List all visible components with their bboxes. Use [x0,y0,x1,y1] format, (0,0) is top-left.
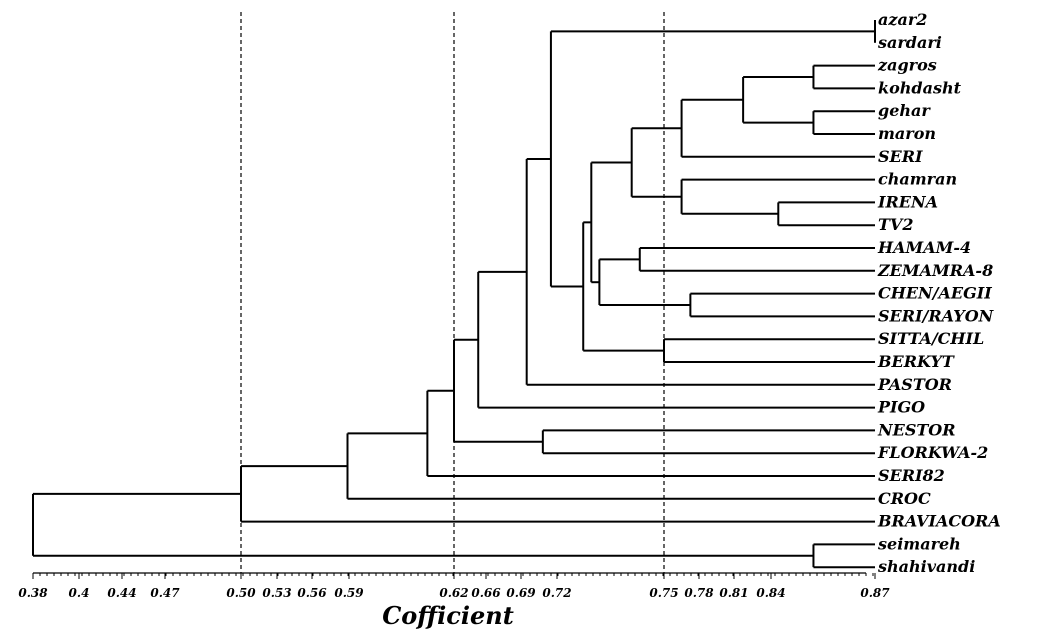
leaf-label: CROC [878,489,931,508]
leaf-label: NESTOR [877,420,956,439]
leaf-label: IRENA [877,192,938,211]
leaf-label: kohdasht [878,78,962,97]
leaf-label: ZEMAMRA-8 [877,261,993,280]
x-tick-label: 0.53 [262,586,291,600]
cut-lines [240,12,665,573]
x-tick-label: 0.50 [226,586,256,600]
leaf-label: PASTOR [877,375,952,394]
leaf-label: BRAVIACORA [877,512,1001,531]
leaf-label: SERI/RAYON [878,306,995,325]
leaf-label: HAMAM-4 [877,238,971,257]
leaf-label: PIGO [877,398,925,417]
x-tick-label: 0.84 [756,586,785,600]
x-axis-title: Cofficient [382,601,514,629]
leaf-label: SERI [878,147,923,166]
leaf-label: seimareh [877,534,961,553]
leaf-label: SERI82 [878,466,945,485]
leaf-labels: azar2 sardari zagros kohdasht gehar maron SERI… [877,10,1001,576]
x-tick-label: 0.47 [150,586,180,600]
dendrogram-branches [32,20,876,569]
x-tick-label: 0.38 [18,586,48,600]
leaf-label: zagros [877,56,937,75]
x-tick-label: 0.81 [719,586,748,600]
leaf-label: azar2 [878,10,927,29]
x-tick-label: 0.66 [471,586,501,600]
leaf-label: TV2 [878,215,913,234]
leaf-label: BERKYT [877,352,955,371]
leaf-label: gehar [878,101,931,120]
x-tick-label: 0.72 [542,586,571,600]
x-tick-label: 0.87 [860,586,890,600]
x-tick-label: 0.44 [107,586,136,600]
x-tick-label: 0.4 [69,586,90,600]
leaf-label: CHEN/AEGII [878,284,992,303]
leaf-label: SITTA/CHIL [878,329,984,348]
x-tick-label: 0.59 [334,586,364,600]
x-tick-label: 0.78 [684,586,714,600]
x-axis: 0.38 0.4 0.44 0.47 0.50 0.53 0.56 0.59 0.62 0.66 0… [18,572,890,600]
leaf-label: shahivandi [877,557,975,576]
leaf-label: FLORKWA-2 [877,443,988,462]
x-tick-label: 0.69 [506,586,536,600]
leaf-label: maron [878,124,936,143]
x-tick-label: 0.62 [439,586,468,600]
leaf-label: chamran [878,170,957,189]
leaf-label: sardari [877,33,942,52]
x-tick-label: 0.56 [297,586,327,600]
x-tick-label: 0.75 [649,586,678,600]
